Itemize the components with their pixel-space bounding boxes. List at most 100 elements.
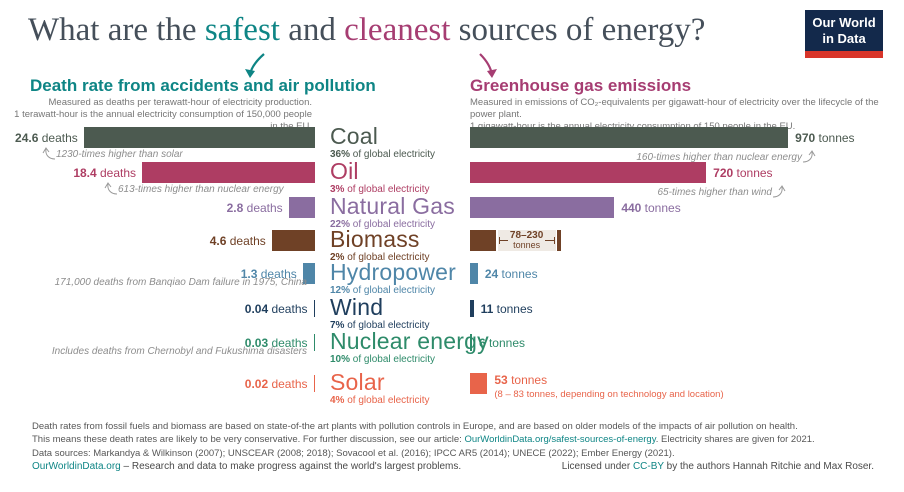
wind-death-value: 0.04 deaths (245, 302, 308, 316)
coal-death-value: 24.6 deaths (15, 131, 78, 145)
gas-share-pct: 22% (330, 219, 351, 230)
gas-share: 22% of global electricity (330, 220, 455, 230)
oil-right-annotation-text: 65-times higher than wind (657, 187, 772, 198)
coal-ghg-unit: tonnes (815, 130, 855, 145)
coal-ghg-value: 970 tonnes (795, 131, 854, 145)
nuclear-name: Nuclear energy (330, 328, 489, 354)
hydro-ghg-row: 24 tonnes (470, 263, 538, 284)
wind-death-row: 0.04 deaths (245, 298, 315, 319)
coal-ghg-row: 970 tonnes (470, 127, 855, 148)
biomass-death-number: 4.6 (209, 233, 227, 248)
solar-death-value: 0.02 deaths (245, 377, 308, 391)
owid-site-link[interactable]: OurWorldinData.org (32, 461, 121, 472)
biomass-death-value: 4.6 deaths (210, 234, 266, 248)
solar-ghg-unit: tonnes (507, 373, 548, 387)
oil-ghg-bar (470, 162, 707, 183)
biomass-share-pct: 2% (330, 252, 345, 263)
title-cleanest: cleanest (344, 12, 451, 48)
solar-death-row: 0.02 deaths (245, 373, 315, 394)
title-safest: safest (204, 12, 280, 48)
biomass-death-bar (271, 230, 315, 251)
oil-ghg-value: 720 tonnes (713, 166, 772, 180)
hydro-death-bar (302, 263, 315, 284)
nuclear-death-unit: deaths (268, 335, 308, 350)
right-chart-subtitle-1: Measured in emissions of CO₂-equivalents… (470, 97, 879, 120)
cc-by-link[interactable]: CC-BY (632, 461, 664, 472)
owid-logo-red-bar (805, 51, 883, 58)
license-authors: by the authors Hannah Ritchie and Max Ro… (663, 461, 874, 472)
hydro-ghg-number: 24 (484, 266, 499, 281)
owid-logo-line1: Our World (812, 15, 876, 30)
wind-name: Wind (330, 294, 384, 320)
hydro-share: 12% of global electricity (330, 286, 456, 296)
wind-ghg-unit: tonnes (493, 301, 533, 316)
solar-ghg-range-note: (8 – 83 tonnes, depending on technology … (494, 389, 724, 400)
gas-share-suffix: of global electricity (350, 219, 436, 230)
oil-share-suffix: of global electricity (344, 184, 430, 195)
coal-ghg-number: 970 (795, 130, 816, 145)
hydro-share-suffix: of global electricity (350, 285, 436, 296)
left-chart-subtitle: Measured as deaths per terawatt-hour of … (8, 97, 312, 133)
nuclear-share: 10% of global electricity (330, 355, 489, 365)
coal-death-bar (83, 127, 315, 148)
solar-death-bar (313, 375, 315, 392)
wind-share: 7% of global electricity (330, 321, 430, 331)
solar-death-number: 0.02 (244, 376, 269, 391)
oil-death-bar (142, 162, 315, 183)
footer-line-1: Death rates from fossil fuels and biomas… (32, 421, 798, 432)
solar-ghg-number: 53 (494, 373, 508, 387)
right-chart-heading: Greenhouse gas emissions (470, 76, 692, 95)
page-title: What are the safest and cleanest sources… (28, 12, 705, 49)
wind-ghg-bar (470, 300, 474, 317)
coal-death-number: 24.6 (15, 130, 39, 145)
oil-death-value: 18.4 deaths (73, 166, 136, 180)
biomass-death-unit: deaths (226, 233, 266, 248)
hydro-death-unit: deaths (257, 266, 297, 281)
gas-death-number: 2.8 (226, 200, 244, 215)
nuclear-death-bar (313, 334, 315, 351)
oil-death-unit: deaths (96, 165, 137, 180)
nuclear-death-number: 0.03 (244, 335, 269, 350)
biomass-range-unit: tonnes (511, 240, 543, 250)
coal-left-annotation-text: 1230-times higher than solar (56, 149, 183, 160)
coal-share-suffix: of global electricity (350, 149, 436, 160)
oil-share-pct: 3% (330, 184, 345, 195)
wind-share-pct: 7% (330, 320, 345, 331)
chart-rows: 24.6 deaths Coal 36% of global electrici… (0, 115, 904, 427)
oil-name: Oil (330, 158, 359, 184)
wind-ghg-value: 11 tonnes (481, 302, 533, 316)
hydro-label: Hydropower 12% of global electricity (330, 261, 456, 296)
footer-data-sources: Data sources: Markandya & Wilkinson (200… (32, 448, 675, 459)
owid-logo: Our World in Data (805, 10, 883, 58)
hydro-name: Hydropower (330, 259, 456, 285)
footer-bottom-left: OurWorldinData.org – Research and data t… (32, 461, 461, 472)
left-chart-heading: Death rate from accidents and air pollut… (30, 76, 376, 95)
nuclear-death-row: 0.03 deaths (245, 332, 315, 353)
right-chart-subtitle-2: 1 gigawatt-hour is the annual electricit… (470, 121, 894, 133)
footer-line-2-pre: This means these death rates are likely … (32, 434, 465, 445)
gas-death-value: 2.8 deaths (227, 201, 283, 215)
nuclear-ghg-number: 6 (478, 335, 486, 350)
oil-ghg-number: 720 (713, 165, 734, 180)
hydro-annotation: 171,000 deaths from Banqiao Dam failure … (54, 277, 307, 288)
wind-share-suffix: of global electricity (344, 320, 430, 331)
owid-tagline: – Research and data to make progress aga… (120, 461, 462, 472)
nuclear-death-value: 0.03 deaths (245, 336, 308, 350)
solar-ghg-bar (470, 373, 488, 394)
gas-label: Natural Gas 22% of global electricity (330, 195, 455, 230)
solar-ghg-value-stack: 53 tonnes (8 – 83 tonnes, depending on t… (494, 373, 723, 400)
curve-arrow-icon (772, 185, 786, 198)
footer-article-link[interactable]: OurWorldinData.org/safest-sources-of-ene… (464, 434, 656, 445)
biomass-ghg-range: 78–230 tonnes (497, 230, 556, 251)
owid-logo-text: Our World in Data (805, 10, 883, 51)
solar-death-unit: deaths (268, 376, 308, 391)
biomass-label: Biomass 2% of global electricity (330, 228, 430, 263)
solar-ghg-value: 53 tonnes (494, 373, 723, 387)
coal-share-pct: 36% (330, 149, 351, 160)
gas-ghg-unit: tonnes (641, 200, 681, 215)
coal-right-annotation: 160-times higher than nuclear energy (636, 149, 816, 163)
biomass-ghg-row: 78–230 tonnes (470, 230, 561, 251)
range-left-tick (498, 237, 500, 244)
oil-left-annotation: 613-times higher than nuclear energy (104, 181, 284, 195)
biomass-ghg-bar (470, 230, 496, 251)
